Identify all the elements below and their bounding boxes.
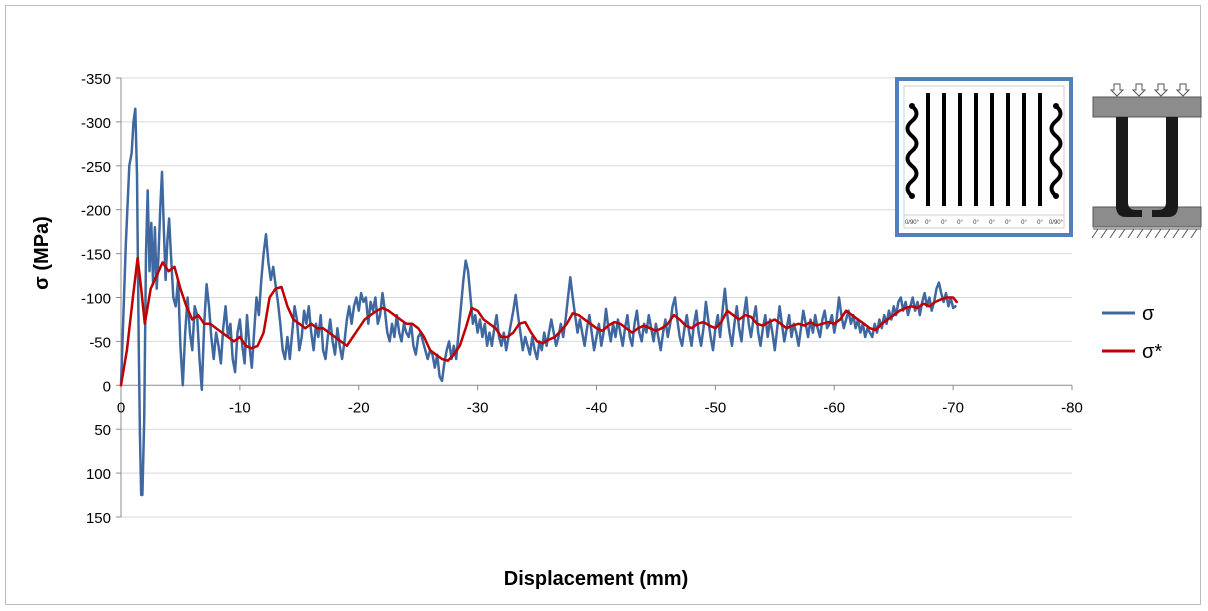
hatch-line (1127, 228, 1135, 239)
legend-label: σ (1142, 303, 1155, 325)
ply-label: 0° (925, 220, 931, 226)
x-tick-label: -10 (229, 399, 251, 416)
wavy-ply-end (909, 193, 915, 199)
load-arrow (1131, 83, 1147, 97)
axes (116, 77, 1073, 518)
specimen-left-wall (1116, 117, 1142, 217)
y-tick-label: -100 (81, 291, 111, 308)
ply-label: 0° (1005, 220, 1011, 226)
x-tick-label: -70 (942, 399, 964, 416)
tick-labels: -350 -300 -250 -200 -150 -100 -50 0 50 100 150 0 -10… (81, 71, 1083, 527)
ply-label: 0° (1021, 220, 1027, 226)
wavy-ply-end (1053, 193, 1059, 199)
ply-label: 0° (957, 220, 963, 226)
x-tick-label: -40 (586, 399, 608, 416)
legend: σ σ* (1102, 303, 1162, 363)
grid (121, 77, 1072, 518)
y-tick-label: -200 (81, 203, 111, 220)
hatch-line (1190, 228, 1198, 239)
layup-inset: 0/90° 0° 0° 0° 0° 0° 0° 0° 0° 0/90° (895, 77, 1073, 237)
hatch-line (1145, 228, 1153, 239)
ply-label: 0° (973, 220, 979, 226)
bottom-platen (1092, 206, 1202, 228)
y-tick-label: -150 (81, 247, 111, 264)
series-line-sigma-star (119, 256, 958, 387)
y-tick-label: -350 (81, 71, 111, 88)
wavy-ply-end (909, 103, 915, 109)
hatch-line (1163, 228, 1171, 239)
x-tick-label: -50 (705, 399, 727, 416)
chart: -350 -300 -250 -200 -150 -100 -50 0 50 100 150 0 -10… (31, 71, 1202, 590)
chart-frame: -350 -300 -250 -200 -150 -100 -50 0 50 100 150 0 -10… (5, 5, 1202, 605)
wavy-ply-symbols (905, 103, 1063, 199)
ply-label: 0° (1037, 220, 1043, 226)
fixture-inset (1091, 83, 1202, 239)
hatch-line (1100, 228, 1108, 239)
y-tick-label: 0 (103, 378, 111, 395)
x-tick-label: -30 (467, 399, 489, 416)
load-arrow (1175, 83, 1191, 97)
ply-label: 0° (989, 220, 995, 226)
series-lines (119, 107, 958, 497)
x-tick-label: 0 (117, 399, 125, 416)
hatch-line (1181, 228, 1189, 239)
y-tick-label: -300 (81, 115, 111, 132)
y-tick-label: -50 (89, 334, 111, 351)
ply-label: 0/90° (905, 220, 920, 226)
hatch-line (1091, 228, 1099, 239)
load-arrows (1109, 83, 1191, 97)
y-axis-title: σ (MPa) (31, 216, 53, 290)
ply-label: 0/90° (1049, 220, 1064, 226)
y-tick-label: -250 (81, 159, 111, 176)
x-tick-label: -80 (1061, 399, 1083, 416)
x-tick-label: -20 (348, 399, 370, 416)
top-platen (1092, 96, 1202, 118)
hatch-line (1172, 228, 1180, 239)
wavy-ply (905, 104, 919, 198)
y-tick-label: 100 (86, 466, 111, 483)
ply-label: 0° (941, 220, 947, 226)
fiber-lines (926, 93, 1042, 206)
specimen-right-wall (1152, 117, 1178, 217)
x-tick-label: -60 (823, 399, 845, 416)
y-tick-label: 150 (86, 510, 111, 527)
hatch-line (1136, 228, 1144, 239)
wavy-ply (1049, 104, 1063, 198)
load-arrow (1109, 83, 1125, 97)
hatch-line (1118, 228, 1126, 239)
ground-hatch (1091, 228, 1201, 239)
legend-label: σ* (1142, 341, 1162, 363)
inset-inner (903, 85, 1065, 229)
x-axis-title: Displacement (mm) (504, 568, 689, 590)
wavy-ply-end (1053, 103, 1059, 109)
hatch-line (1109, 228, 1117, 239)
ply-labels: 0/90° 0° 0° 0° 0° 0° 0° 0° 0° 0/90° (905, 220, 1064, 226)
load-arrow (1153, 83, 1169, 97)
hatch-line (1154, 228, 1162, 239)
y-tick-label: 50 (94, 422, 111, 439)
series-line-sigma (119, 107, 957, 497)
